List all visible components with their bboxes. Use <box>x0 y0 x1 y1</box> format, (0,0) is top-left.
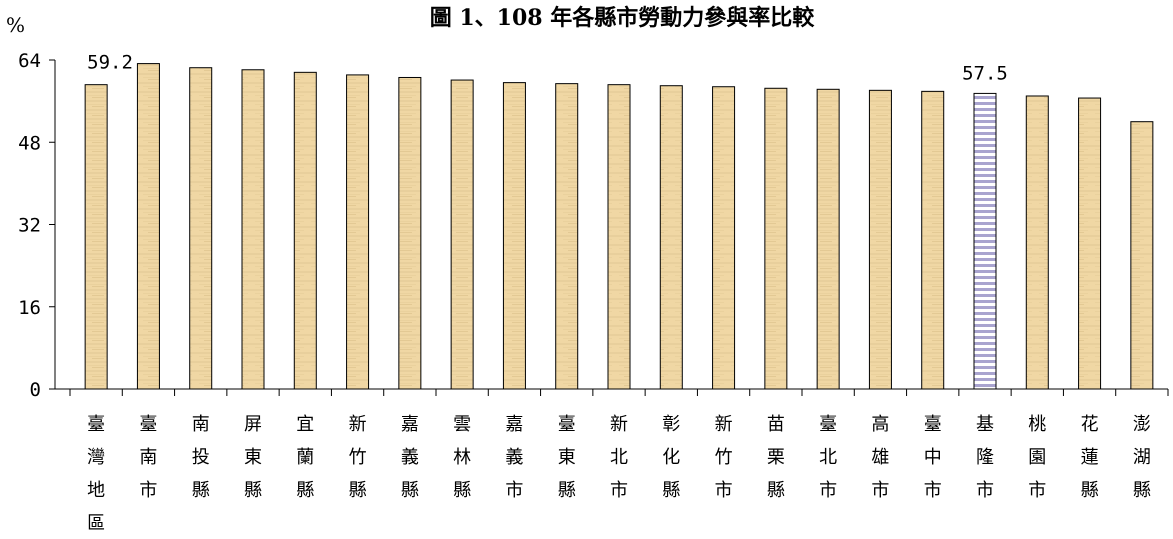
data-labels: 59.2 57.5 <box>87 52 1008 85</box>
category-label: 花蓮縣 <box>1081 414 1099 501</box>
bar <box>1130 121 1154 390</box>
category-label: 新北市 <box>610 414 628 501</box>
bar <box>293 71 317 390</box>
bar <box>607 84 631 390</box>
y-tick-label: 32 <box>18 215 41 237</box>
bar <box>502 82 526 390</box>
category-label: 嘉義縣 <box>401 414 419 501</box>
bar <box>921 90 945 390</box>
y-axis-ticks: 0 16 32 48 64 <box>18 50 55 401</box>
bar <box>712 86 736 390</box>
bar <box>241 69 265 390</box>
bar <box>868 89 892 390</box>
bar <box>816 88 840 390</box>
category-label: 嘉義市 <box>505 414 523 501</box>
category-label: 臺灣地區 <box>87 414 105 534</box>
category-label: 臺南市 <box>139 414 157 501</box>
bar <box>1078 97 1102 390</box>
y-tick-label: 0 <box>30 379 41 401</box>
y-tick-label: 16 <box>18 297 41 319</box>
category-label: 宜蘭縣 <box>296 414 314 501</box>
axes <box>54 60 1169 396</box>
y-tick-label: 48 <box>18 132 41 154</box>
bars <box>84 63 1154 390</box>
category-label: 新竹市 <box>715 414 733 501</box>
bar <box>764 87 788 390</box>
y-axis-unit: % <box>6 13 25 37</box>
bar <box>555 83 579 390</box>
chart-title: 圖 1、108 年各縣市勞動力參與率比較 <box>430 5 816 31</box>
category-label: 雲林縣 <box>453 414 471 501</box>
bar <box>136 63 160 390</box>
bar <box>1025 95 1049 390</box>
data-label: 59.2 <box>87 52 133 74</box>
category-label: 彰化縣 <box>662 414 680 501</box>
bar <box>398 76 422 390</box>
bar-highlight <box>973 92 997 390</box>
category-label: 新竹縣 <box>349 414 367 501</box>
category-label: 臺東縣 <box>558 414 576 501</box>
category-label: 基隆市 <box>976 414 994 501</box>
category-label: 澎湖縣 <box>1133 414 1151 501</box>
category-label: 臺中市 <box>924 414 942 501</box>
y-tick-label: 64 <box>18 50 41 72</box>
category-label: 臺北市 <box>819 414 837 501</box>
category-label: 南投縣 <box>192 414 210 501</box>
category-label: 桃園市 <box>1028 414 1046 501</box>
category-label: 苗栗縣 <box>767 414 785 501</box>
x-axis-categories: 臺灣地區 臺南市 南投縣 屏東縣 宜蘭縣 新竹縣 嘉義縣 雲林縣 嘉義市 臺東縣 新北市 彰化縣 新竹市… <box>87 414 1151 534</box>
bar <box>659 85 683 390</box>
category-label: 屏東縣 <box>244 414 262 501</box>
data-label: 57.5 <box>962 62 1008 84</box>
bar <box>346 74 370 390</box>
bar <box>189 67 213 390</box>
bar <box>84 84 108 390</box>
bar <box>450 79 474 390</box>
category-label: 高雄市 <box>871 414 889 501</box>
